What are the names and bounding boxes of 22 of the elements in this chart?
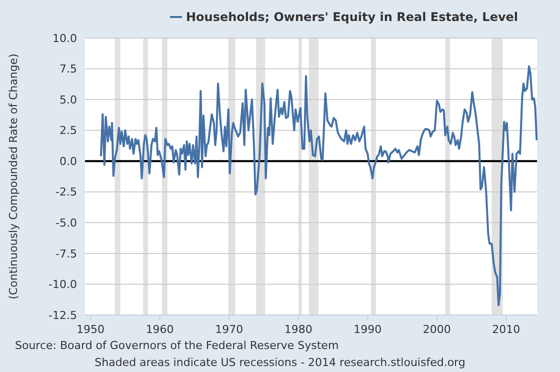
y-tick-label: -5.0	[56, 216, 77, 230]
y-tick-label: -2.5	[56, 186, 77, 199]
x-tick-label: 1980	[284, 323, 312, 336]
y-axis-title: (Continuously Compounded Rate of Change)	[7, 54, 20, 300]
y-tick-label: 10.0	[52, 32, 77, 45]
x-tick-label: 2010	[492, 323, 520, 336]
y-tick-label: 7.5	[60, 62, 77, 76]
y-tick-label: 2.5	[60, 124, 77, 138]
y-tick-label: 5.0	[60, 93, 77, 106]
y-tick-label: -12.5	[48, 308, 77, 322]
source-note: Source: Board of Governors of the Federal Reserve System	[15, 339, 339, 352]
legend-label: Households; Owners' Equity in Real Estate, Level	[186, 10, 518, 24]
x-tick-label: 1970	[215, 323, 244, 336]
x-tick-label: 2000	[422, 323, 451, 336]
y-tick-label: -7.5	[56, 247, 77, 260]
x-tick-label: 1990	[354, 323, 382, 336]
y-tick-label: -10.0	[48, 278, 77, 292]
text: Shaded areas indicate US recessions - 2014 research.stlouisfed.org	[94, 356, 466, 369]
line-series	[100, 65, 538, 306]
y-tick-label: 0.0	[60, 154, 77, 168]
x-tick-label: 1950	[76, 323, 105, 336]
x-tick-label: 1960	[146, 323, 174, 336]
